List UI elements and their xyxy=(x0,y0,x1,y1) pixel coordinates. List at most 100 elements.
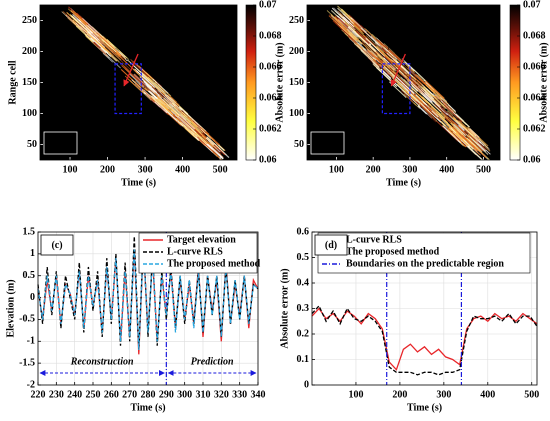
heat-streak xyxy=(134,74,146,85)
colorbar-tick-label: 0.06 xyxy=(523,154,541,165)
measurement-region xyxy=(381,63,411,115)
y-tick-label: -1.5 xyxy=(19,357,35,368)
heat-streak xyxy=(451,109,465,122)
heat-streak xyxy=(87,24,97,34)
heat-streak xyxy=(142,83,152,92)
heat-streak xyxy=(328,14,350,34)
heat-streak xyxy=(133,74,155,94)
frame xyxy=(37,231,259,386)
heat-streak xyxy=(95,33,117,53)
heat-streak xyxy=(134,68,152,85)
heat-streak xyxy=(424,93,448,116)
heat-streak xyxy=(471,144,487,159)
y-tick-label: 0 xyxy=(304,379,309,390)
heat-streak xyxy=(360,49,380,68)
x-tick-label: 300 xyxy=(402,164,417,175)
annotation: Reconstruction xyxy=(70,356,134,367)
colorbar-tick-label: 0.068 xyxy=(259,30,282,41)
heat-streak xyxy=(370,50,378,58)
heat-streak xyxy=(376,50,384,59)
heat-streak xyxy=(168,103,187,121)
heat-streak xyxy=(393,53,415,73)
heat-streak xyxy=(382,61,391,69)
heat-streak xyxy=(364,44,381,60)
colorbar-label: Absolute error (m) xyxy=(538,42,549,122)
frame xyxy=(306,4,501,161)
heat-streak xyxy=(426,88,433,95)
colorbar-tick-label: 0.06 xyxy=(259,154,277,165)
x-tick-label: 500 xyxy=(213,164,228,175)
y-tick-label: -1 xyxy=(27,336,35,347)
heat-streak xyxy=(367,48,377,58)
panel-label-box xyxy=(310,131,345,155)
heat-streak xyxy=(152,78,169,94)
heat-streak xyxy=(178,114,196,130)
heat-streak xyxy=(165,110,178,122)
heat-streak xyxy=(348,23,371,44)
heat-streak xyxy=(70,10,84,23)
heat-streak xyxy=(131,60,149,78)
annotation-arrow xyxy=(123,53,139,87)
heat-streak xyxy=(389,63,403,76)
heat-streak xyxy=(135,82,151,98)
y-tick-label: 0.1 xyxy=(297,354,310,365)
heat-streak xyxy=(181,121,195,135)
x-tick-label: 240 xyxy=(67,389,82,400)
heat-streak xyxy=(124,75,144,94)
heat-streak xyxy=(365,53,389,76)
heat-streak xyxy=(184,112,194,122)
y-tick-label: 0.3 xyxy=(297,303,310,314)
heat-streak xyxy=(192,120,202,129)
y-tick-label: 200 xyxy=(22,46,37,57)
heat-streak xyxy=(458,120,476,137)
heat-streak xyxy=(179,107,189,116)
y-tick-label: 1.5 xyxy=(23,226,36,237)
heat-streak xyxy=(352,30,376,53)
y-axis-label: Elevation (m) xyxy=(5,279,16,337)
y-tick-label: 1 xyxy=(30,248,35,259)
heat-streak xyxy=(337,19,357,38)
heat-streak xyxy=(442,113,454,124)
heat-streak xyxy=(466,137,476,147)
heat-streak xyxy=(360,27,380,47)
heat-streak xyxy=(93,41,101,49)
heat-streak xyxy=(420,85,434,98)
legend-label: The proposed method xyxy=(346,246,440,257)
heat-streak xyxy=(448,127,469,147)
heat-streak xyxy=(443,104,463,123)
x-tick-label: 330 xyxy=(232,389,247,400)
heat-streak xyxy=(370,36,388,53)
heat-streak xyxy=(447,128,456,137)
panel-label: (c) xyxy=(51,240,62,251)
heat-streak xyxy=(445,125,461,141)
heat-streak xyxy=(157,94,180,116)
heat-streak xyxy=(334,22,357,43)
heat-streak xyxy=(366,43,379,56)
heat-streak xyxy=(205,137,214,146)
heat-streak xyxy=(386,72,394,79)
panel-label: (a) xyxy=(55,138,67,149)
heat-streak xyxy=(71,15,92,35)
heat-streak xyxy=(392,59,404,70)
heat-streak xyxy=(190,121,198,128)
heat-streak xyxy=(90,37,112,57)
heat-streak xyxy=(342,19,366,42)
heat-streak xyxy=(467,126,489,147)
y-tick-label: 150 xyxy=(289,77,304,88)
frame xyxy=(39,4,238,161)
heat-streak xyxy=(430,87,449,105)
heat-streak xyxy=(412,93,425,106)
heat-streak xyxy=(204,142,213,150)
heat-streak xyxy=(419,104,437,121)
heat-streak xyxy=(195,125,206,135)
heat-texture xyxy=(326,5,491,160)
x-tick-label: 300 xyxy=(436,389,451,400)
heat-streak xyxy=(463,139,474,150)
heat-streak xyxy=(430,89,443,101)
heat-streak xyxy=(141,78,155,91)
heat-streak xyxy=(442,125,461,144)
heat-streak xyxy=(361,41,376,55)
heat-streak xyxy=(96,42,109,54)
x-tick-label: 300 xyxy=(177,389,192,400)
x-tick-label: 290 xyxy=(159,389,174,400)
